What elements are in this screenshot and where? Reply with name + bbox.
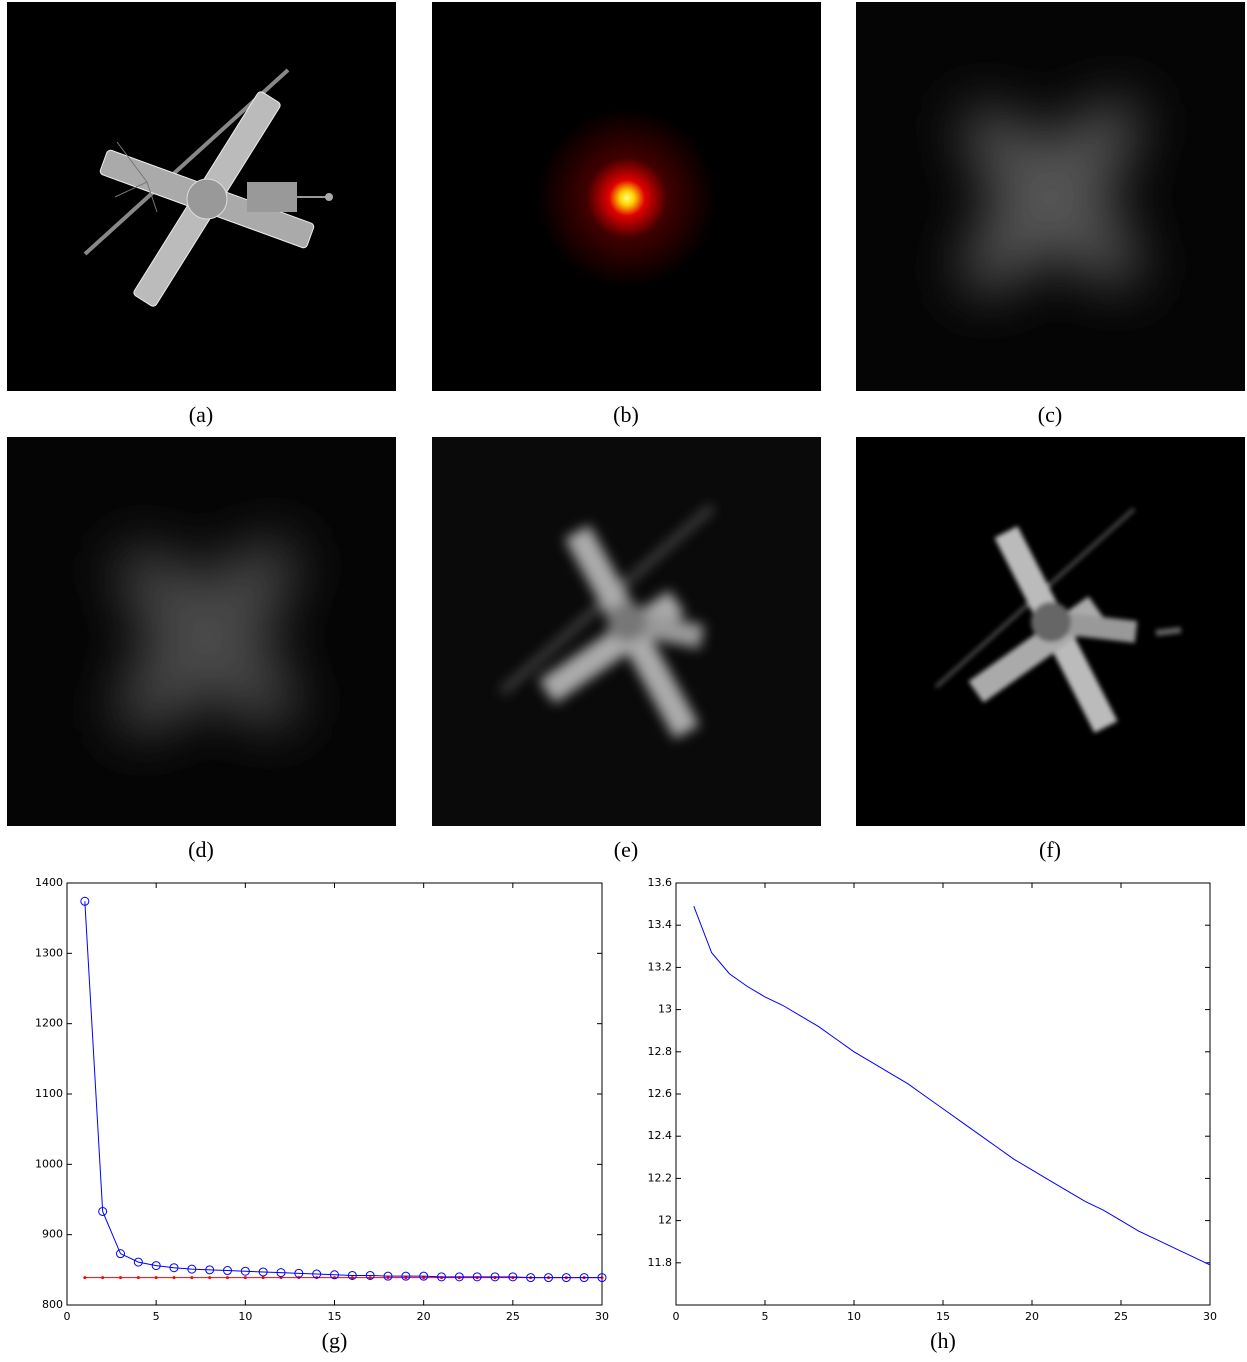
marker [208,1276,211,1279]
x-tick-label: 25 [1114,1310,1128,1323]
y-tick-label: 12 [658,1214,672,1227]
marker [351,1276,354,1279]
series-line [694,906,1210,1265]
marker [369,1276,372,1279]
panel-c [856,2,1245,391]
figure: (a) (b) (c) (d) (e) (f) 0 5 10 15 20 25 30 800 9… [0,0,1247,1362]
x-tick-label: 20 [417,1310,431,1323]
caption: (b) [613,402,639,427]
marker [173,1276,176,1279]
caption: (f) [1039,837,1061,862]
x-tick-label: 30 [1203,1310,1217,1323]
y-tick-label: 1100 [35,1087,63,1100]
y-tick-label: 13 [658,1003,672,1016]
panel-a [7,2,396,391]
y-tick-label: 1300 [35,946,63,959]
chart-caption: (g) [322,1328,348,1353]
y-tick-label: 13.6 [648,876,673,889]
y-tick-label: 13.2 [648,960,673,973]
marker [83,1276,86,1279]
y-tick-label: 1000 [35,1157,63,1170]
y-tick-label: 11.8 [648,1256,673,1269]
panel-e [432,437,821,826]
series-line [85,901,602,1277]
caption: (a) [189,402,213,427]
x-tick-label: 15 [328,1310,342,1323]
marker [119,1276,122,1279]
y-tick-label: 12.6 [648,1087,673,1100]
x-tick-label: 5 [762,1310,769,1323]
marker [190,1276,193,1279]
panel-d [7,437,396,826]
chart-caption: (h) [930,1328,956,1353]
x-tick-label: 5 [153,1310,160,1323]
caption: (d) [188,837,214,862]
y-tick-label: 900 [42,1228,63,1241]
y-tick-label: 12.2 [648,1171,673,1184]
y-tick-label: 12.8 [648,1045,673,1058]
plot-frame [676,883,1210,1305]
x-tick-label: 20 [1025,1310,1039,1323]
marker [244,1276,247,1279]
marker [155,1276,158,1279]
marker [101,1276,104,1279]
x-tick-label: 0 [64,1310,71,1323]
x-tick-label: 25 [506,1310,520,1323]
marker [262,1276,265,1279]
y-tick-label: 12.4 [648,1129,673,1142]
y-tick-label: 1400 [35,876,63,889]
caption: (e) [614,837,638,862]
y-tick-label: 1200 [35,1017,63,1030]
panel-f [856,437,1245,826]
x-tick-label: 0 [673,1310,680,1323]
caption: (c) [1038,402,1062,427]
y-tick-label: 800 [42,1298,63,1311]
x-tick-label: 10 [238,1310,252,1323]
plot-frame [67,883,602,1305]
marker [137,1276,140,1279]
x-tick-label: 10 [847,1310,861,1323]
y-tick-label: 13.4 [648,918,673,931]
marker [226,1276,229,1279]
x-tick-label: 15 [936,1310,950,1323]
x-tick-label: 30 [595,1310,609,1323]
panel-b [432,2,821,391]
